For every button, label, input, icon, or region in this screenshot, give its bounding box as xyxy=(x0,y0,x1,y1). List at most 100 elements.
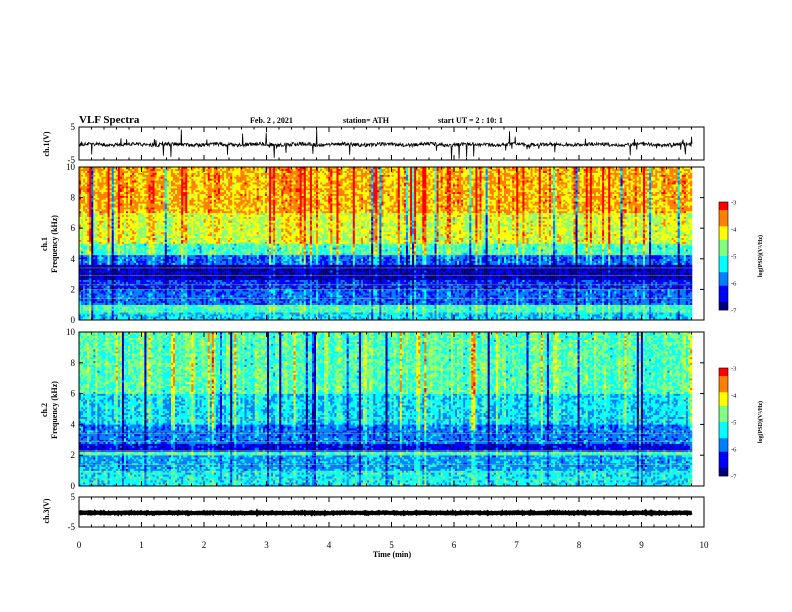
ch1-spectrogram-cell xyxy=(118,303,120,305)
ch1-spectrogram-cell xyxy=(126,171,128,173)
ch1-spectrogram-cell xyxy=(114,266,116,268)
ch1-spectrogram-cell xyxy=(118,310,120,312)
ch1-spectrogram-cell xyxy=(140,205,142,207)
ch1-spectrogram-cell xyxy=(83,190,85,192)
ch1-spectrogram-cell xyxy=(144,305,146,307)
ch1-spectrogram-cell xyxy=(87,224,89,226)
ch1-spectrogram-cell xyxy=(128,282,130,284)
ch1-spectrogram-cell xyxy=(136,314,138,316)
ch1-spectrogram-cell xyxy=(91,238,93,240)
ch1-spectrogram-cell xyxy=(120,222,122,224)
ch1-spectrogram-cell xyxy=(138,309,140,311)
ch1-spectrogram-cell xyxy=(106,303,108,305)
ch1-spectrogram-cell xyxy=(108,249,110,251)
ch1-spectrogram-cell xyxy=(118,188,120,190)
ch1-spectrogram-cell xyxy=(124,209,126,211)
ch1-spectrogram-cell xyxy=(110,307,112,309)
ch1-spectrogram-cell xyxy=(87,310,89,312)
ch1-spectrogram-cell xyxy=(132,236,134,238)
ch1-spectrogram-cell xyxy=(144,257,146,259)
ch1-spectrogram-cell xyxy=(132,228,134,230)
ch1-spectrogram-cell xyxy=(99,314,101,316)
ch1-spectrogram-cell xyxy=(104,178,106,180)
ch1-spectrogram-cell xyxy=(120,226,122,228)
ch1-spectrogram-cell xyxy=(116,213,118,215)
ch1-spectrogram-cell xyxy=(97,222,99,224)
ch1-spectrogram-cell xyxy=(95,219,97,221)
ch1-spectrogram-panel: 0246810 xyxy=(66,162,704,325)
ch1-spectrogram-cell xyxy=(104,251,106,253)
ch1-spectrogram-cell xyxy=(89,265,91,267)
ch1-spectrogram-cell xyxy=(89,247,91,249)
ch1-spectrogram-cell xyxy=(128,215,130,217)
ch1-spectrogram-cell xyxy=(114,201,116,203)
ch1-spectrogram-cell xyxy=(97,175,99,177)
ch1-spectrogram-cell xyxy=(138,276,140,278)
ch1-spectrogram-cell xyxy=(142,169,144,171)
ch1-spectrogram-cell xyxy=(124,245,126,247)
ch1-spectrogram-cell xyxy=(132,247,134,249)
ch1-spectrogram-cell xyxy=(83,314,85,316)
ch1-spectrogram-cell xyxy=(122,213,124,215)
ch1-spectrogram-cell xyxy=(87,238,89,240)
ch1-spectrogram-cell xyxy=(101,215,103,217)
ch1-spectrogram-cell xyxy=(112,280,114,282)
ch1-spectrogram-cell xyxy=(81,249,83,251)
ch1-spectrogram-cell xyxy=(120,224,122,226)
ch1-spectrogram-cell xyxy=(120,232,122,234)
ch1-spectrogram-cell xyxy=(97,200,99,202)
ch1-spectrogram-cell xyxy=(89,272,91,274)
ch1-spectrogram-cell xyxy=(120,242,122,244)
ch1-spectrogram-cell xyxy=(91,213,93,215)
ch1-spectrogram-cell xyxy=(87,173,89,175)
ch1-spectrogram-cell xyxy=(108,209,110,211)
ch1-spectrogram-cell xyxy=(122,215,124,217)
ch1-spectrogram-cell xyxy=(142,230,144,232)
ch1-spectrogram-cell xyxy=(106,201,108,203)
ch1-spectrogram-cell xyxy=(124,295,126,297)
ch1-spectrogram-cell xyxy=(134,240,136,242)
ch1-spectrogram-cell xyxy=(114,203,116,205)
ch1-spectrogram-cell xyxy=(87,305,89,307)
ch1-spectrogram-cell xyxy=(108,222,110,224)
ch1-spectrogram-cell xyxy=(106,186,108,188)
ch1-spectrogram-cell xyxy=(136,295,138,297)
ch1-spectrogram-cell xyxy=(112,278,114,280)
ch1-spectrogram-cell xyxy=(124,224,126,226)
ch1-spectrogram-cell xyxy=(118,198,120,200)
ch1-spectrogram-cell xyxy=(110,234,112,236)
ch1-spectrogram-cell xyxy=(106,215,108,217)
ch1-spectrogram-cell xyxy=(110,228,112,230)
ch1-spectrogram-cell xyxy=(132,282,134,284)
ch1-spectrogram-cell xyxy=(130,228,132,230)
ch1-spectrogram-cell xyxy=(138,228,140,230)
ch1-spectrogram-cell xyxy=(95,289,97,291)
ch1-spectrogram-cell xyxy=(134,230,136,232)
ch1-spectrogram-cell xyxy=(81,242,83,244)
ch1-spectrogram-cell xyxy=(99,188,101,190)
ch1-spectrogram-cell xyxy=(114,221,116,223)
ch1-spectrogram-cell xyxy=(140,266,142,268)
ch1-spectrogram-cell xyxy=(89,192,91,194)
ch1-spectrogram-cell xyxy=(104,213,106,215)
ch1-spectrogram-cell xyxy=(81,240,83,242)
ch1-spectrogram-cell xyxy=(126,215,128,217)
ch1-spectrogram-cell xyxy=(108,293,110,295)
ch1-spectrogram-cell xyxy=(106,270,108,272)
ch1-spectrogram-cell xyxy=(142,297,144,299)
ch1-spectrogram-cell xyxy=(126,209,128,211)
ch1-spectrogram-cell xyxy=(144,314,146,316)
ch1-spectrogram-cell xyxy=(99,242,101,244)
ch1-spectrogram-cell xyxy=(87,190,89,192)
ch1-spectrogram-cell xyxy=(124,293,126,295)
ch1-spectrogram-cell xyxy=(138,305,140,307)
ch1-spectrogram-cell xyxy=(136,186,138,188)
ch1-spectrogram-cell xyxy=(120,230,122,232)
ch1-spectrogram-cell xyxy=(93,257,95,259)
ch1-spectrogram-cell xyxy=(106,266,108,268)
ch1-spectrogram-cell xyxy=(83,249,85,251)
ch1-spectrogram-cell xyxy=(142,255,144,257)
ch1-spectrogram-cell xyxy=(138,293,140,295)
ch1-spectrogram-cell xyxy=(132,266,134,268)
ch1-spectrogram-cell xyxy=(95,305,97,307)
